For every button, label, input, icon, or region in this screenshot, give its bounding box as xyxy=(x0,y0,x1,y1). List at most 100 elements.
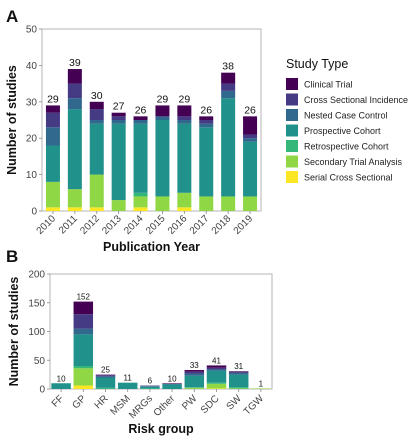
y-tick-label: 50 xyxy=(26,25,38,36)
bar-segment xyxy=(177,116,192,120)
x-tick-label: 2014 xyxy=(122,213,146,237)
bar-segment xyxy=(206,382,227,384)
legend-swatch xyxy=(286,140,298,152)
bar-segment xyxy=(177,207,192,211)
bar-segment xyxy=(243,138,258,142)
x-axis-title: Publication Year xyxy=(103,240,200,254)
x-tick-label: 2016 xyxy=(166,213,190,237)
legend-swatch xyxy=(286,109,298,121)
x-tick-label: 2017 xyxy=(188,213,212,237)
bar-segment xyxy=(133,116,148,120)
bar-segment xyxy=(184,387,205,388)
legend-item-label: Nested Case Control xyxy=(304,111,388,121)
bar-segment xyxy=(162,383,182,384)
bar-total-label: 6 xyxy=(148,377,153,386)
bar-segment xyxy=(206,367,227,370)
legend-item-label: Secondary Trial Analysis xyxy=(304,157,403,167)
bar-segment xyxy=(133,196,148,208)
bar-segment xyxy=(67,69,82,84)
x-tick-label: MRGs xyxy=(127,393,155,421)
y-tick-label: 0 xyxy=(39,385,45,396)
bar-segment xyxy=(111,120,126,124)
bar-segment xyxy=(89,123,104,175)
x-tick-label: 2019 xyxy=(232,213,256,237)
bar-segment xyxy=(243,196,258,211)
y-tick-label: 100 xyxy=(28,327,45,338)
bar-segment xyxy=(140,386,160,389)
bar-segment xyxy=(67,83,82,99)
bar-total-label: 30 xyxy=(91,90,103,102)
bar-segment xyxy=(45,207,60,211)
legend-swatch xyxy=(286,78,298,90)
y-tick-label: 10 xyxy=(26,170,38,181)
bar-total-label: 11 xyxy=(124,374,133,383)
legend-swatch xyxy=(286,155,298,168)
bar-segment xyxy=(89,120,104,124)
bar-segment xyxy=(89,174,104,208)
bar-segment xyxy=(51,383,71,389)
x-axis-title: Risk group xyxy=(128,422,194,436)
legend: Study Type Clinical Trial Cross Sectional … xyxy=(286,57,408,183)
bar-segment xyxy=(177,120,192,124)
bar-total-label: 41 xyxy=(212,356,221,365)
x-tick-label: GP xyxy=(70,393,88,411)
bar-segment xyxy=(67,109,82,190)
x-tick-label: 2012 xyxy=(78,213,102,237)
bar-segment xyxy=(95,377,116,388)
bar-segment xyxy=(111,123,126,201)
bar-total-label: 1 xyxy=(259,379,264,388)
bar-segment xyxy=(117,382,138,389)
bar-segment xyxy=(177,123,192,193)
bar-total-label: 10 xyxy=(168,374,177,383)
x-tick-label: 2013 xyxy=(100,213,124,237)
y-tick-label: 20 xyxy=(26,134,38,145)
bar-segment xyxy=(155,120,170,197)
bar-segment xyxy=(95,374,116,376)
x-tick-label: FF xyxy=(50,393,66,409)
bar-total-label: 25 xyxy=(101,366,110,375)
bar-segment xyxy=(155,196,170,211)
x-tick-label: SDC xyxy=(199,393,222,416)
chart-panel-A: A 0 10 20 30 40 50 Number of studies 29 2010 39 201… xyxy=(5,7,262,254)
bar-segment xyxy=(199,123,214,128)
bar-segment xyxy=(73,368,94,386)
bar-segment xyxy=(73,385,94,389)
bar-segment xyxy=(184,373,205,376)
bar-segment xyxy=(89,207,104,211)
x-tick-label: 2010 xyxy=(35,213,59,237)
bar-segment xyxy=(184,375,205,388)
bar-segment xyxy=(73,334,94,366)
bar-segment xyxy=(95,387,116,389)
bar-segment xyxy=(155,116,170,120)
legend-swatch xyxy=(286,171,298,183)
bar-segment xyxy=(228,372,249,375)
bar-segment xyxy=(140,386,160,387)
bar-total-label: 26 xyxy=(135,104,147,116)
bar-segment xyxy=(67,98,82,110)
bar-segment xyxy=(133,192,148,197)
bar-segment xyxy=(89,101,104,110)
bar-segment xyxy=(73,328,94,335)
bar-segment xyxy=(243,141,258,197)
bar-segment xyxy=(162,384,182,389)
bar-segment xyxy=(221,90,236,99)
bar-segment xyxy=(206,369,227,371)
x-tick-label: 2018 xyxy=(210,213,234,237)
bar-segment xyxy=(89,109,104,120)
bar-segment xyxy=(45,127,60,146)
legend-item-label: Clinical Trial xyxy=(304,80,353,90)
bar-segment xyxy=(184,387,205,389)
y-axis-title: Number of studies xyxy=(5,65,19,175)
bar-segment xyxy=(228,374,249,388)
bar-segment xyxy=(206,388,227,389)
legend-title: Study Type xyxy=(286,57,348,71)
bar-segment xyxy=(221,72,236,84)
x-tick-label: Other xyxy=(152,393,178,419)
bar-segment xyxy=(177,105,192,117)
y-tick-label: 0 xyxy=(31,207,37,218)
bar-segment xyxy=(133,120,148,124)
bar-segment xyxy=(199,120,214,124)
y-tick-label: 40 xyxy=(26,61,38,72)
bar-segment xyxy=(243,116,258,135)
